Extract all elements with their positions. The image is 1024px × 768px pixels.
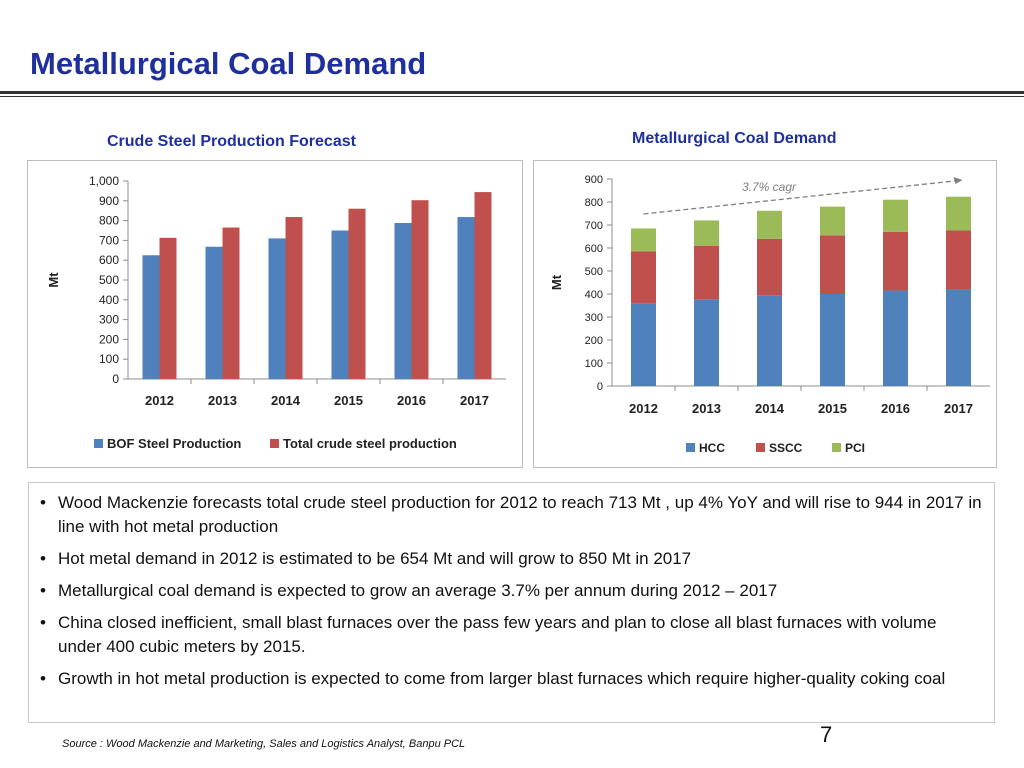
chart1-title: Crude Steel Production Forecast: [107, 133, 356, 150]
y-tick-label: 400: [99, 293, 119, 307]
steel-production-chart-svg: 0 100 200 300 400 500 600 700 800 900 1,000 Mt 2012 2…: [46, 174, 506, 451]
cagr-arrowhead: [953, 177, 963, 184]
bar-pci: [631, 228, 656, 252]
legend-swatch: [686, 443, 695, 452]
bar-total-crude-steel: [411, 200, 429, 379]
bar-hcc: [946, 289, 971, 386]
y-tick-label: 600: [585, 243, 603, 255]
y-tick-label: 100: [99, 352, 119, 366]
x-tick-label: 2013: [692, 401, 721, 416]
legend-label: HCC: [699, 441, 725, 455]
bar-bof-steel: [268, 238, 286, 379]
bullet-item: China closed inefficient, small blast fu…: [40, 611, 984, 659]
bar-pci: [946, 196, 971, 231]
y-tick-label: 200: [585, 335, 603, 347]
y-tick-label: 700: [585, 220, 603, 232]
y-tick-label: 800: [585, 197, 603, 209]
legend-label: Total crude steel production: [283, 436, 457, 451]
bullet-item: Wood Mackenzie forecasts total crude ste…: [40, 491, 984, 539]
x-tick-label: 2012: [145, 393, 174, 408]
x-tick-label: 2016: [881, 401, 910, 416]
key-points-list: Wood Mackenzie forecasts total crude ste…: [29, 483, 994, 691]
bar-pci: [757, 210, 782, 239]
x-tick-label: 2014: [271, 393, 301, 408]
y-tick-label: 600: [99, 253, 119, 267]
bar-pci: [883, 199, 908, 232]
bar-sscc: [820, 235, 845, 294]
x-tick-label: 2017: [944, 401, 973, 416]
x-tick-label: 2016: [397, 393, 426, 408]
bar-total-crude-steel: [474, 192, 492, 379]
legend-swatch: [270, 439, 279, 448]
y-tick-label: 0: [112, 372, 119, 386]
chart2-title: Metallurgical Coal Demand: [632, 130, 837, 147]
x-tick-label: 2012: [629, 401, 658, 416]
bar-total-crude-steel: [222, 227, 240, 379]
x-tick-label: 2015: [818, 401, 847, 416]
y-tick-label: 100: [585, 358, 603, 370]
y-tick-label: 1,000: [89, 174, 119, 188]
bar-hcc: [757, 295, 782, 386]
x-tick-label: 2017: [460, 393, 489, 408]
y-tick-label: 500: [99, 273, 119, 287]
key-points-box: Wood Mackenzie forecasts total crude ste…: [28, 482, 995, 723]
bar-pci: [820, 206, 845, 236]
page-title: Metallurgical Coal Demand: [30, 46, 427, 81]
bar-total-crude-steel: [159, 237, 177, 379]
y-tick-label: 300: [585, 312, 603, 324]
bar-hcc: [883, 290, 908, 386]
legend-label: SSCC: [769, 441, 803, 455]
x-tick-label: 2014: [755, 401, 785, 416]
bar-bof-steel: [205, 246, 223, 379]
steel-production-chart: 0 100 200 300 400 500 600 700 800 900 1,000 Mt 2012 2…: [27, 160, 523, 468]
x-tick-label: 2015: [334, 393, 363, 408]
bar-bof-steel: [142, 255, 160, 379]
coal-demand-chart-svg: 0 100 200 300 400 500 600 700 800 900 Mt 2012 2013 20…: [549, 174, 990, 455]
y-axis-label: Mt: [46, 272, 61, 288]
bar-hcc: [820, 294, 845, 386]
y-axis-label: Mt: [549, 274, 564, 290]
legend-label: BOF Steel Production: [107, 436, 241, 451]
bar-pci: [694, 220, 719, 246]
bullet-item: Growth in hot metal production is expect…: [40, 667, 984, 691]
y-tick-label: 800: [99, 214, 119, 228]
bar-bof-steel: [394, 222, 412, 379]
y-tick-label: 200: [99, 332, 119, 346]
y-tick-label: 0: [597, 381, 603, 393]
y-tick-label: 900: [585, 174, 603, 186]
bar-sscc: [631, 251, 656, 304]
coal-demand-chart: 0 100 200 300 400 500 600 700 800 900 Mt 2012 2013 20…: [533, 160, 997, 468]
bar-sscc: [883, 231, 908, 291]
cagr-trend-line: [643, 180, 955, 215]
source-note: Source : Wood Mackenzie and Marketing, S…: [62, 738, 466, 750]
x-tick-label: 2013: [208, 393, 237, 408]
legend-swatch: [832, 443, 841, 452]
bar-sscc: [694, 245, 719, 300]
y-tick-label: 900: [99, 194, 119, 208]
y-tick-label: 300: [99, 313, 119, 327]
page-number: 7: [820, 722, 833, 747]
bar-total-crude-steel: [348, 208, 366, 379]
title-divider: [0, 91, 1024, 94]
y-tick-label: 700: [99, 233, 119, 247]
bar-total-crude-steel: [285, 217, 303, 379]
bullet-item: Metallurgical coal demand is expected to…: [40, 579, 984, 603]
bar-sscc: [757, 238, 782, 296]
bar-bof-steel: [331, 230, 349, 379]
bar-sscc: [946, 230, 971, 290]
legend-swatch: [94, 439, 103, 448]
bar-hcc: [694, 299, 719, 386]
bar-hcc: [631, 303, 656, 386]
legend-label: PCI: [845, 441, 865, 455]
cagr-label: 3.7% cagr: [742, 180, 797, 194]
y-tick-label: 400: [585, 289, 603, 301]
bullet-item: Hot metal demand in 2012 is estimated to…: [40, 547, 984, 571]
y-tick-label: 500: [585, 266, 603, 278]
bar-bof-steel: [457, 217, 475, 379]
title-divider-thin: [0, 96, 1024, 97]
legend-swatch: [756, 443, 765, 452]
